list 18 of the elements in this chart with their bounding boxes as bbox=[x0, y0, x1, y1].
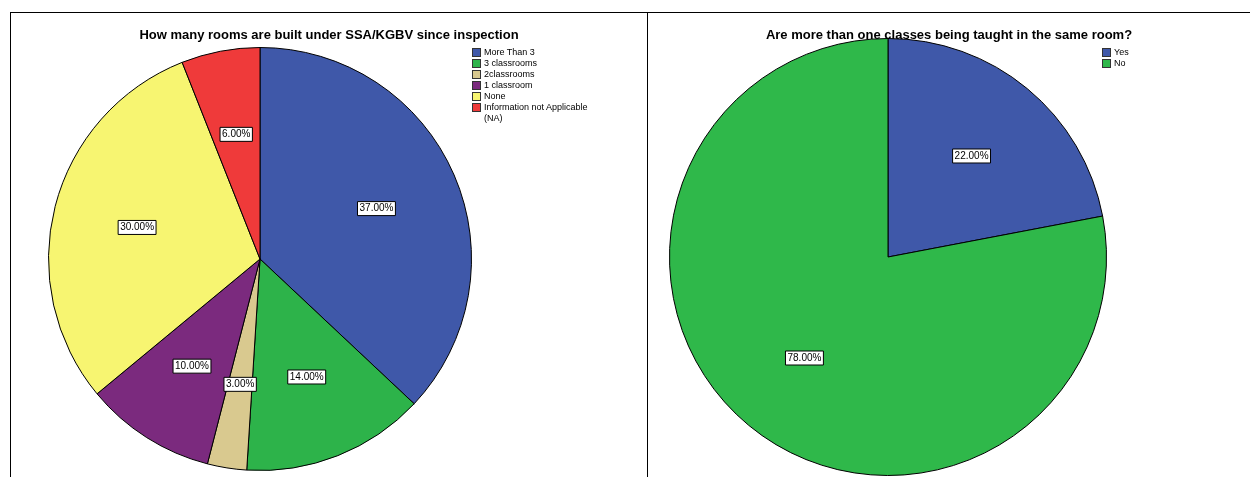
data-label: 14.00% bbox=[289, 370, 324, 382]
data-label: 30.00% bbox=[120, 221, 155, 233]
chart-title: Are more than one classes being taught in the same room? bbox=[764, 27, 1134, 42]
data-label: 6.00% bbox=[222, 128, 251, 140]
legend-label: No bbox=[1114, 58, 1126, 69]
data-label: 10.00% bbox=[175, 359, 210, 371]
data-label: 78.00% bbox=[787, 351, 822, 363]
data-label: 37.00% bbox=[359, 202, 394, 214]
legend-label: 1 classroom bbox=[484, 80, 533, 91]
legend-label: 2classrooms bbox=[484, 69, 535, 80]
legend-label: Information not Applicable (NA) bbox=[484, 102, 589, 124]
legend-label: More Than 3 bbox=[484, 47, 535, 58]
chart-title: How many rooms are built under SSA/KGBV since inspection bbox=[138, 27, 520, 42]
legend-label: None bbox=[484, 91, 506, 102]
legend-label: 3 classrooms bbox=[484, 58, 538, 69]
data-label: 3.00% bbox=[225, 378, 255, 390]
data-label: 22.00% bbox=[954, 149, 989, 161]
legend-label: Yes bbox=[1114, 47, 1129, 58]
